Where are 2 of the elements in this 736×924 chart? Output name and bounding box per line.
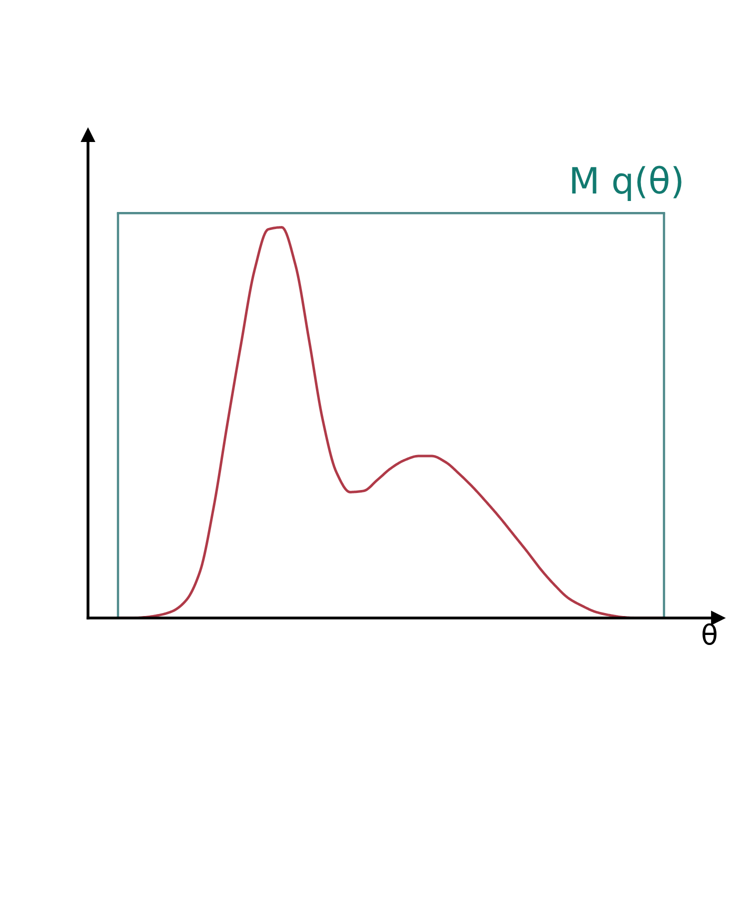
x-axis-title: θ xyxy=(702,623,716,645)
series-label: M q(θ) xyxy=(572,166,682,201)
